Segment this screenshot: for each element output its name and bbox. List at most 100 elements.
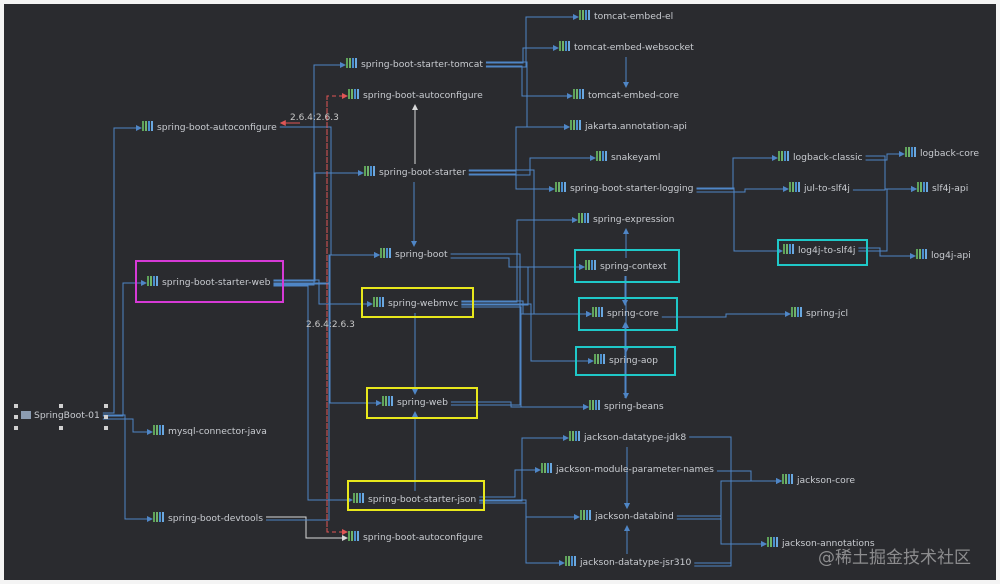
node-label: spring-web xyxy=(397,397,448,408)
edge-devtools-to-boot xyxy=(266,252,380,521)
node-jackson-datatype-jsr310[interactable]: jackson-datatype-jsr310 xyxy=(565,556,691,570)
node-spring-boot-devtools[interactable]: spring-boot-devtools xyxy=(153,512,263,526)
node-jul-to-slf4j[interactable]: jul-to-slf4j xyxy=(789,182,850,196)
library-icon xyxy=(570,120,582,130)
node-slf4j-api[interactable]: slf4j-api xyxy=(917,182,968,196)
library-icon xyxy=(579,10,591,20)
node-jackson-annotations[interactable]: jackson-annotations xyxy=(767,537,875,551)
node-spring-aop[interactable]: spring-aop xyxy=(594,354,658,368)
node-spring-boot-autoconfigure-devtools[interactable]: spring-boot-autoconfigure xyxy=(348,531,483,545)
node-label: spring-context xyxy=(600,261,667,272)
library-icon xyxy=(767,537,779,547)
node-label: tomcat-embed-el xyxy=(594,11,674,22)
selection-handle[interactable] xyxy=(59,426,63,430)
node-label: log4j-api xyxy=(931,250,971,261)
node-spring-beans[interactable]: spring-beans xyxy=(589,400,664,414)
node-spring-boot-starter[interactable]: spring-boot-starter xyxy=(364,166,466,180)
edge-starter_tomcat-to-tomcat_core xyxy=(485,65,573,99)
node-spring-boot-starter-json[interactable]: spring-boot-starter-json xyxy=(353,493,476,507)
selection-handle[interactable] xyxy=(104,426,108,430)
library-icon xyxy=(346,58,358,68)
version-conflict-label: 2.6.4:2.6.3 xyxy=(306,320,355,330)
node-springboot-01[interactable]: SpringBoot-01 xyxy=(21,409,100,423)
edge-logging-to-jul xyxy=(696,186,789,193)
node-jackson-core[interactable]: jackson-core xyxy=(782,474,855,488)
node-label: spring-boot-starter-tomcat xyxy=(361,59,483,70)
selection-handle[interactable] xyxy=(14,426,18,430)
node-spring-boot[interactable]: spring-boot xyxy=(380,248,448,262)
library-icon xyxy=(592,307,604,317)
node-tomcat-embed-websocket[interactable]: tomcat-embed-websocket xyxy=(559,41,694,55)
node-label: spring-jcl xyxy=(806,308,849,319)
version-conflict-label: 2.6.4:2.6.3 xyxy=(290,113,339,123)
node-label: spring-boot-devtools xyxy=(168,513,264,524)
edge-webmvc-to-context xyxy=(461,264,585,306)
node-label: jackson-databind xyxy=(595,511,674,522)
node-spring-boot-autoconfigure[interactable]: spring-boot-autoconfigure xyxy=(142,121,277,135)
edge-webmvc-to-beans xyxy=(461,306,589,410)
node-logback-core[interactable]: logback-core xyxy=(905,147,979,161)
node-spring-boot-starter-logging[interactable]: spring-boot-starter-logging xyxy=(555,182,694,196)
node-label: spring-aop xyxy=(609,355,659,366)
node-spring-web[interactable]: spring-web xyxy=(382,396,448,410)
library-icon xyxy=(364,166,376,176)
node-spring-boot-starter-tomcat[interactable]: spring-boot-starter-tomcat xyxy=(346,58,483,72)
node-jackson-datatype-jdk8[interactable]: jackson-datatype-jdk8 xyxy=(569,431,686,445)
node-spring-jcl[interactable]: spring-jcl xyxy=(791,307,848,321)
node-spring-boot-autoconfigure-conflict[interactable]: spring-boot-autoconfigure xyxy=(348,89,483,103)
library-icon xyxy=(382,396,394,406)
node-mysql-connector-java[interactable]: mysql-connector-java xyxy=(153,425,267,439)
library-icon xyxy=(573,89,585,99)
selection-handle[interactable] xyxy=(14,415,18,419)
node-label: jakarta.annotation-api xyxy=(585,121,687,132)
node-spring-webmvc[interactable]: spring-webmvc xyxy=(373,297,458,311)
library-icon xyxy=(783,244,795,254)
library-icon xyxy=(559,41,571,51)
edge-core-to-jcl xyxy=(661,311,791,318)
node-jackson-module-parameter-names[interactable]: jackson-module-parameter-names xyxy=(541,463,714,477)
library-icon xyxy=(917,182,929,192)
dependency-diagram-canvas[interactable] xyxy=(4,4,996,580)
node-spring-expression[interactable]: spring-expression xyxy=(578,213,674,227)
node-snakeyaml[interactable]: snakeyaml xyxy=(596,151,660,165)
node-logback-classic[interactable]: logback-classic xyxy=(778,151,863,165)
node-log4j-to-slf4j[interactable]: log4j-to-slf4j xyxy=(783,244,855,258)
library-icon xyxy=(596,151,608,161)
project-icon xyxy=(21,409,31,419)
selection-handle[interactable] xyxy=(14,404,18,408)
node-label: spring-boot-autoconfigure xyxy=(157,122,277,133)
node-tomcat-embed-core[interactable]: tomcat-embed-core xyxy=(573,89,679,103)
library-icon xyxy=(153,425,165,435)
selection-handle[interactable] xyxy=(59,404,63,408)
watermark: @稀土掘金技术社区 xyxy=(818,548,971,568)
node-spring-boot-starter-web[interactable]: spring-boot-starter-web xyxy=(147,276,270,290)
selection-handle[interactable] xyxy=(104,404,108,408)
edge-starter_web-to-webmvc xyxy=(273,279,373,307)
edge-starter_tomcat-to-tomcat_el xyxy=(485,14,579,68)
node-spring-context[interactable]: spring-context xyxy=(585,260,667,274)
node-label: SpringBoot-01 xyxy=(34,410,100,421)
node-label: spring-core xyxy=(607,308,659,319)
node-label: spring-boot-starter-web xyxy=(162,277,271,288)
node-label: jackson-annotations xyxy=(782,538,875,549)
node-spring-core[interactable]: spring-core xyxy=(592,307,659,321)
edge-web-to-core xyxy=(450,311,592,406)
node-label: spring-boot xyxy=(395,249,448,260)
node-jackson-databind[interactable]: jackson-databind xyxy=(580,510,674,524)
edge-starter_json-to-paramnames xyxy=(479,467,541,498)
node-log4j-api[interactable]: log4j-api xyxy=(916,249,971,263)
node-label: spring-webmvc xyxy=(388,298,459,309)
node-jakarta-annotation-api[interactable]: jakarta.annotation-api xyxy=(570,120,687,134)
edge-jsr310-to-jackson_core xyxy=(694,478,782,567)
edge-root-to-mysql xyxy=(102,418,153,435)
edge-starter-to-logging xyxy=(468,170,555,192)
selection-handle[interactable] xyxy=(104,415,108,419)
edge-autoconf_left-to-boot xyxy=(279,126,380,258)
library-icon xyxy=(380,248,392,258)
edge-webmvc-to-aop xyxy=(461,303,594,364)
edge-starter_tomcat-to-tomcat_ws xyxy=(485,45,559,64)
edge-starter_web-to-starter_json xyxy=(273,285,353,503)
library-icon xyxy=(782,474,794,484)
library-icon xyxy=(353,493,365,503)
node-tomcat-embed-el[interactable]: tomcat-embed-el xyxy=(579,10,673,24)
